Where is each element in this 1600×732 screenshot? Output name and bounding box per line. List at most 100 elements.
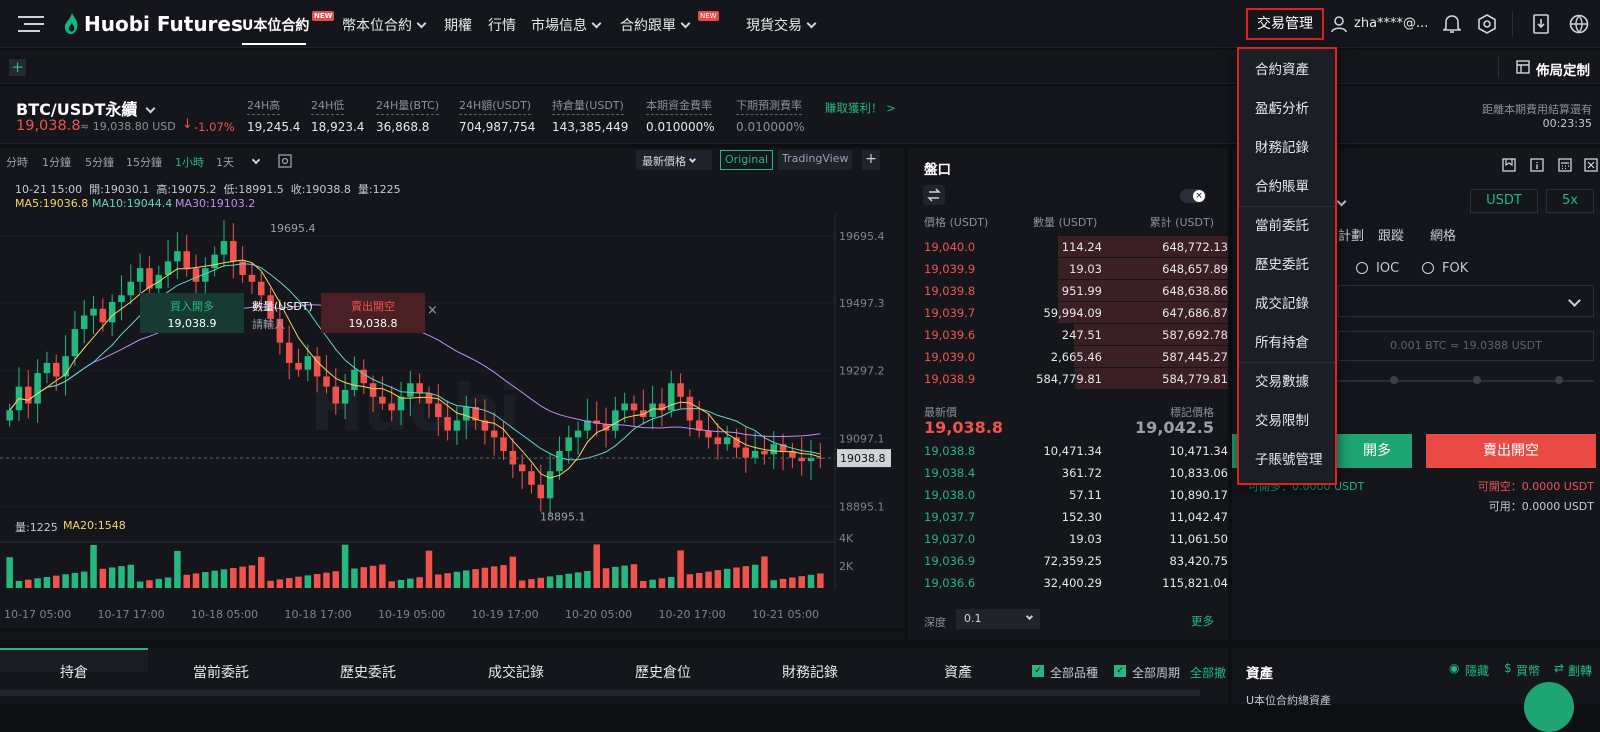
- nav-market[interactable]: 行情: [488, 15, 516, 35]
- menu-item[interactable]: 合約賬單: [1255, 179, 1309, 195]
- tab-order-history[interactable]: 歷史委託: [340, 665, 396, 681]
- amount-slider[interactable]: [1302, 376, 1594, 386]
- layout-custom-button[interactable]: 佈局定制: [1536, 63, 1590, 79]
- menu-item[interactable]: 子賬號管理: [1255, 452, 1323, 468]
- tab-positions[interactable]: [0, 648, 148, 672]
- tab-grid[interactable]: 網格: [1430, 229, 1457, 244]
- panel-icon-1[interactable]: [1502, 158, 1516, 172]
- tf-15m[interactable]: 15分鐘: [126, 156, 162, 169]
- menu-item[interactable]: 財務記錄: [1255, 140, 1309, 156]
- tab-assets[interactable]: 資產: [944, 665, 972, 681]
- nav-options[interactable]: 期權: [444, 15, 472, 35]
- nav-market-info[interactable]: 市場信息: [531, 15, 602, 35]
- quick-sell-button[interactable]: 賣出開空 19,038.8: [321, 293, 425, 333]
- chevron-down-icon[interactable]: [251, 155, 261, 165]
- tf-5m[interactable]: 5分鐘: [85, 156, 114, 169]
- settings-icon[interactable]: [1478, 14, 1496, 34]
- user-icon[interactable]: [1330, 15, 1348, 33]
- coin-icon[interactable]: $: [1504, 661, 1512, 675]
- nav-u-contract[interactable]: U本位合約 NEW: [242, 11, 335, 45]
- menu-item[interactable]: 歷史委託: [1255, 257, 1309, 273]
- ask-row[interactable]: 19,040.0 114.24 648,772.13: [922, 236, 1228, 258]
- menu-item[interactable]: 當前委託: [1255, 218, 1309, 234]
- tab-trailing[interactable]: 跟蹤: [1378, 229, 1405, 244]
- ask-row[interactable]: 19,038.9 584,779.81 584,779.81: [922, 368, 1228, 390]
- tf-1h[interactable]: 1小時: [175, 156, 204, 169]
- book-mode-icon[interactable]: [922, 184, 946, 206]
- tab-finance-records[interactable]: 財務記錄: [782, 665, 838, 681]
- user-email[interactable]: zha****@...: [1354, 16, 1429, 31]
- tab-position-history[interactable]: 歷史倉位: [635, 665, 691, 681]
- download-icon[interactable]: [1533, 14, 1549, 34]
- quick-qty-input[interactable]: 請輸入: [252, 318, 285, 331]
- bell-icon[interactable]: [1443, 14, 1461, 34]
- menu-item[interactable]: 合約資產: [1255, 62, 1309, 78]
- cancel-all-button[interactable]: 全部撤: [1190, 666, 1227, 680]
- book-toggle[interactable]: ×: [1180, 189, 1206, 203]
- amount-input[interactable]: 0.001 BTC ≈ 19.0388 USDT: [1338, 331, 1594, 361]
- tf-1d[interactable]: 1天: [216, 156, 234, 169]
- info-icon[interactable]: [1530, 158, 1544, 172]
- price-type-select[interactable]: 最新價格: [636, 150, 712, 170]
- add-indicator-button[interactable]: +: [862, 150, 880, 170]
- all-products-checkbox[interactable]: ✓: [1032, 665, 1044, 677]
- chevron-down-icon[interactable]: [1336, 196, 1347, 207]
- calculator-icon[interactable]: [1558, 158, 1572, 172]
- fok-radio[interactable]: [1422, 262, 1434, 274]
- bid-row[interactable]: 19,038.0 57.11 10,890.17: [922, 484, 1228, 506]
- bid-row[interactable]: 19,036.9 72,359.25 83,420.75: [922, 550, 1228, 572]
- bid-row[interactable]: 19,038.8 10,471.34 10,471.34: [922, 440, 1228, 462]
- menu-item[interactable]: 交易數據: [1255, 374, 1309, 390]
- hide-button[interactable]: 隱藏: [1465, 664, 1490, 678]
- transfer-button[interactable]: 劃轉: [1568, 664, 1593, 678]
- nav-spot[interactable]: 現貨交易: [746, 15, 817, 35]
- trade-management-button[interactable]: 交易管理: [1246, 8, 1324, 40]
- eye-icon[interactable]: ◉: [1449, 661, 1460, 675]
- symbol-selector[interactable]: BTC/USDT永續: [16, 96, 156, 120]
- screenshot-icon[interactable]: [278, 154, 292, 168]
- currency-select[interactable]: USDT: [1470, 189, 1538, 213]
- bid-row[interactable]: 19,036.6 32,400.29 115,821.04: [922, 572, 1228, 594]
- ask-row[interactable]: 19,039.0 2,665.46 587,445.27: [922, 346, 1228, 368]
- ask-row[interactable]: 19,039.6 247.51 587,692.78: [922, 324, 1228, 346]
- add-tab-button[interactable]: +: [9, 59, 26, 76]
- tab-open-orders[interactable]: 當前委託: [193, 665, 249, 681]
- horizontal-scrollbar[interactable]: [0, 690, 1200, 696]
- bid-row[interactable]: 19,038.4 361.72 10,833.06: [922, 462, 1228, 484]
- leverage-select[interactable]: 5x: [1546, 189, 1594, 213]
- tab-label[interactable]: 持倉: [60, 665, 88, 681]
- candlestick-chart[interactable]: 19695.4 19497.3 19297.2 19097.1 18895.1 Huobi…: [0, 214, 904, 640]
- menu-item[interactable]: 成交記錄: [1255, 296, 1309, 312]
- close-icon[interactable]: ×: [427, 303, 438, 318]
- buy-coin-button[interactable]: 買幣: [1516, 664, 1541, 678]
- tf-1m[interactable]: 1分鐘: [42, 156, 71, 169]
- more-link[interactable]: 更多: [1191, 614, 1214, 628]
- support-chat-button[interactable]: [1524, 682, 1574, 732]
- globe-icon[interactable]: [1569, 14, 1589, 34]
- tab-plan[interactable]: 計劃: [1338, 229, 1365, 244]
- earn-link[interactable]: 賺取獲利！ >: [825, 101, 896, 115]
- nav-copy-trading[interactable]: 合約跟單 NEW: [620, 11, 719, 35]
- quick-qty[interactable]: 數量(USDT) 請輸入: [252, 298, 322, 332]
- sell-short-button[interactable]: 賣出開空: [1426, 434, 1596, 468]
- menu-item[interactable]: 所有持倉: [1255, 335, 1309, 351]
- view-tradingview-button[interactable]: TradingView: [778, 150, 853, 170]
- menu-icon[interactable]: [18, 16, 44, 32]
- price-input[interactable]: [1338, 285, 1594, 317]
- expand-icon[interactable]: [1584, 158, 1598, 172]
- tf-tick[interactable]: 分時: [6, 156, 28, 169]
- transfer-icon[interactable]: ⇄: [1554, 661, 1565, 675]
- ask-row[interactable]: 19,039.9 19.03 648,657.89: [922, 258, 1228, 280]
- tab-trade-history[interactable]: 成交記錄: [488, 665, 544, 681]
- all-periods-checkbox[interactable]: ✓: [1114, 665, 1126, 677]
- nav-coin-contract[interactable]: 幣本位合約: [342, 15, 427, 35]
- ioc-radio[interactable]: [1356, 262, 1368, 274]
- menu-item[interactable]: 盈虧分析: [1255, 101, 1309, 117]
- depth-select[interactable]: 0.1: [956, 609, 1040, 629]
- menu-item[interactable]: 交易限制: [1255, 413, 1309, 429]
- view-original-button[interactable]: Original: [720, 150, 774, 170]
- ask-row[interactable]: 19,039.8 951.99 648,638.86: [922, 280, 1228, 302]
- bid-row[interactable]: 19,037.0 19.03 11,061.50: [922, 528, 1228, 550]
- bid-row[interactable]: 19,037.7 152.30 11,042.47: [922, 506, 1228, 528]
- quick-buy-button[interactable]: 買入開多 19,038.9: [140, 293, 244, 333]
